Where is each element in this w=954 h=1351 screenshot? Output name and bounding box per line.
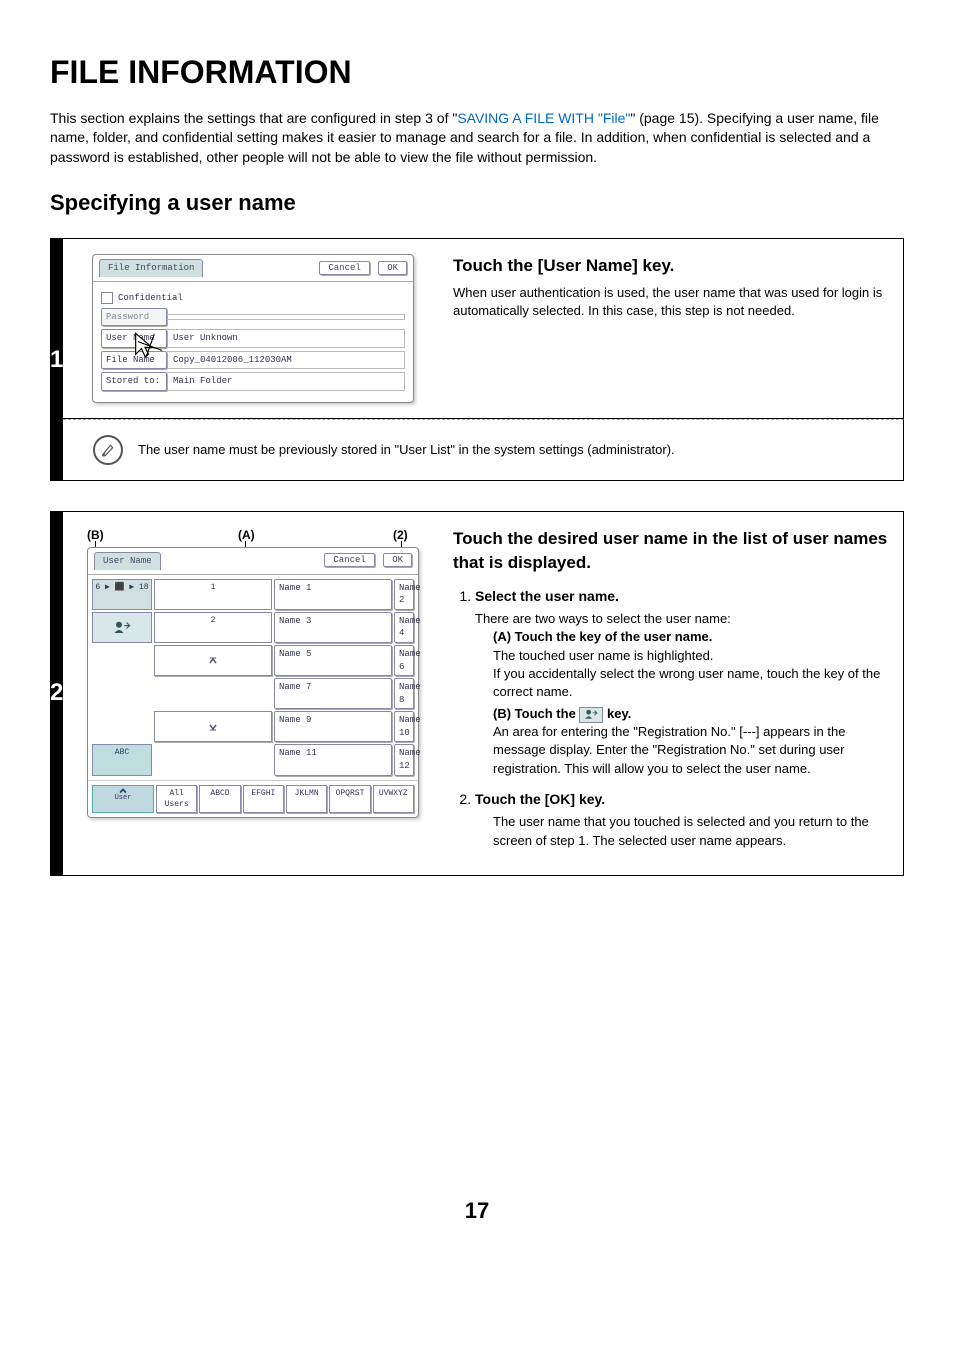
step-1-note: The user name must be previously stored … [138,441,675,459]
instr-1-text: There are two ways to select the user na… [475,610,893,628]
page-title: FILE INFORMATION [50,50,904,95]
tab-all-users[interactable]: All Users [156,785,197,813]
instr-2-title: Touch the [OK] key. [475,790,893,810]
password-value [167,314,405,320]
step-2-number: 2 [50,677,63,711]
name-key-5[interactable]: Name 5 [274,645,392,676]
scroll-up-button[interactable] [154,645,272,676]
name-key-2[interactable]: Name 2 [394,579,414,610]
instr-1b-title-pre: (B) Touch the [493,706,579,721]
ok-button[interactable]: OK [378,261,407,275]
instr-1a-line1: The touched user name is highlighted. [493,647,893,665]
name-key-4[interactable]: Name 4 [394,612,414,643]
instr-1b-text: An area for entering the "Registration N… [493,723,893,778]
cancel-button[interactable]: Cancel [319,261,369,275]
page-2: 2 [154,612,272,643]
instr-2-text: The user name that you touched is select… [475,813,893,849]
tab-uvwxyz[interactable]: UVWXYZ [373,785,414,813]
name-key-8[interactable]: Name 8 [394,678,414,709]
stored-to-button[interactable]: Stored to: [101,372,167,391]
step-2-title: Touch the desired user name in the list … [453,527,893,575]
name-key-6[interactable]: Name 6 [394,645,414,676]
name-key-7[interactable]: Name 7 [274,678,392,709]
name-key-1[interactable]: Name 1 [274,579,392,610]
user-tab-label: User [115,794,132,804]
tab-efghi[interactable]: EFGHI [243,785,284,813]
user-name-value: User Unknown [167,329,405,348]
callout-a: (A) [238,527,255,544]
instr-1-title: Select the user name. [475,587,893,607]
side-info: 6 ▶ ⬛ ▶ 18 [92,579,152,610]
confidential-label: Confidential [118,292,183,305]
step-1-text: When user authentication is used, the us… [453,284,893,320]
user-tab[interactable]: User [92,785,154,813]
abc-key[interactable]: ABC [92,744,152,775]
name-key-10[interactable]: Name 10 [394,711,414,742]
step-1-title: Touch the [User Name] key. [453,254,893,278]
intro-link[interactable]: SAVING A FILE WITH "File" [457,110,630,126]
cursor-icon [131,331,159,359]
page-number: 17 [50,1196,904,1227]
instr-1b-title-post: key. [607,706,631,721]
confidential-checkbox[interactable] [101,292,113,304]
page-1: 1 [154,579,272,610]
intro-text-pre: This section explains the settings that … [50,110,457,126]
scroll-down-button[interactable] [154,711,272,742]
tab-jklmn[interactable]: JKLMN [286,785,327,813]
section-subtitle: Specifying a user name [50,188,904,219]
user-icon-inline-key [579,707,603,723]
user-name-panel: User Name Cancel OK 6 ▶ ⬛ ▶ 18 Name 1 Na… [87,547,419,818]
step-2-block: 2 (B) (A) (2) User Name [50,511,904,876]
name-key-9[interactable]: Name 9 [274,711,392,742]
password-button[interactable]: Password [101,308,167,327]
instr-1a-title: (A) Touch the key of the user name. [493,628,893,646]
step-1-block: 1 File Information Cancel OK Confidentia… [50,238,904,481]
step-1-number: 1 [50,343,63,377]
note-icon [93,435,123,465]
ok-button-2[interactable]: OK [383,553,412,567]
panel-header-tab: File Information [99,259,203,277]
tab-opqrst[interactable]: OPQRST [329,785,370,813]
user-icon-key[interactable] [92,612,152,643]
cancel-button-2[interactable]: Cancel [324,553,374,567]
name-key-3[interactable]: Name 3 [274,612,392,643]
stored-to-value: Main Folder [167,372,405,391]
file-info-panel: File Information Cancel OK Confidential … [92,254,414,403]
file-name-value: Copy_04012006_112030AM [167,351,405,370]
intro-paragraph: This section explains the settings that … [50,109,904,168]
instr-1a-line2: If you accidentally select the wrong use… [493,665,893,701]
name-key-12[interactable]: Name 12 [394,744,414,775]
name-key-11[interactable]: Name 11 [274,744,392,775]
panel2-header-tab: User Name [94,552,161,570]
tab-abcd[interactable]: ABCD [199,785,240,813]
